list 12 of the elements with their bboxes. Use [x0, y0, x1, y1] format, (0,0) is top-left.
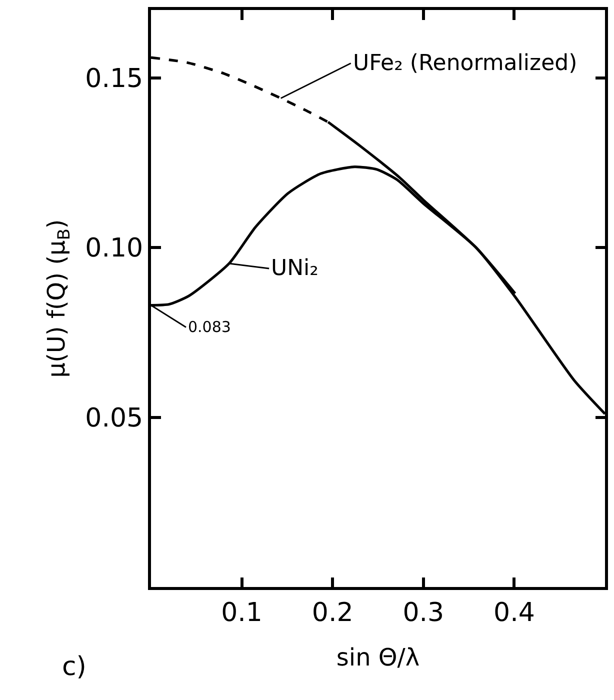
x-axis-title: sin Θ/λ	[336, 643, 420, 672]
annotation: 0.083	[188, 318, 231, 336]
annotation: UNi₂	[271, 256, 318, 281]
y-tick-label: 0.10	[85, 234, 144, 264]
x-tick-label: 0.3	[402, 598, 444, 628]
annotation: UFe₂ (Renormalized)	[353, 51, 578, 76]
x-tick-label: 0.4	[494, 598, 535, 628]
x-tick-label: 0.2	[312, 598, 354, 628]
y-tick-label: 0.15	[85, 64, 144, 94]
x-tick-label: 0.1	[221, 598, 262, 628]
text: c)	[62, 652, 86, 682]
y-tick-label: 0.05	[85, 403, 144, 434]
